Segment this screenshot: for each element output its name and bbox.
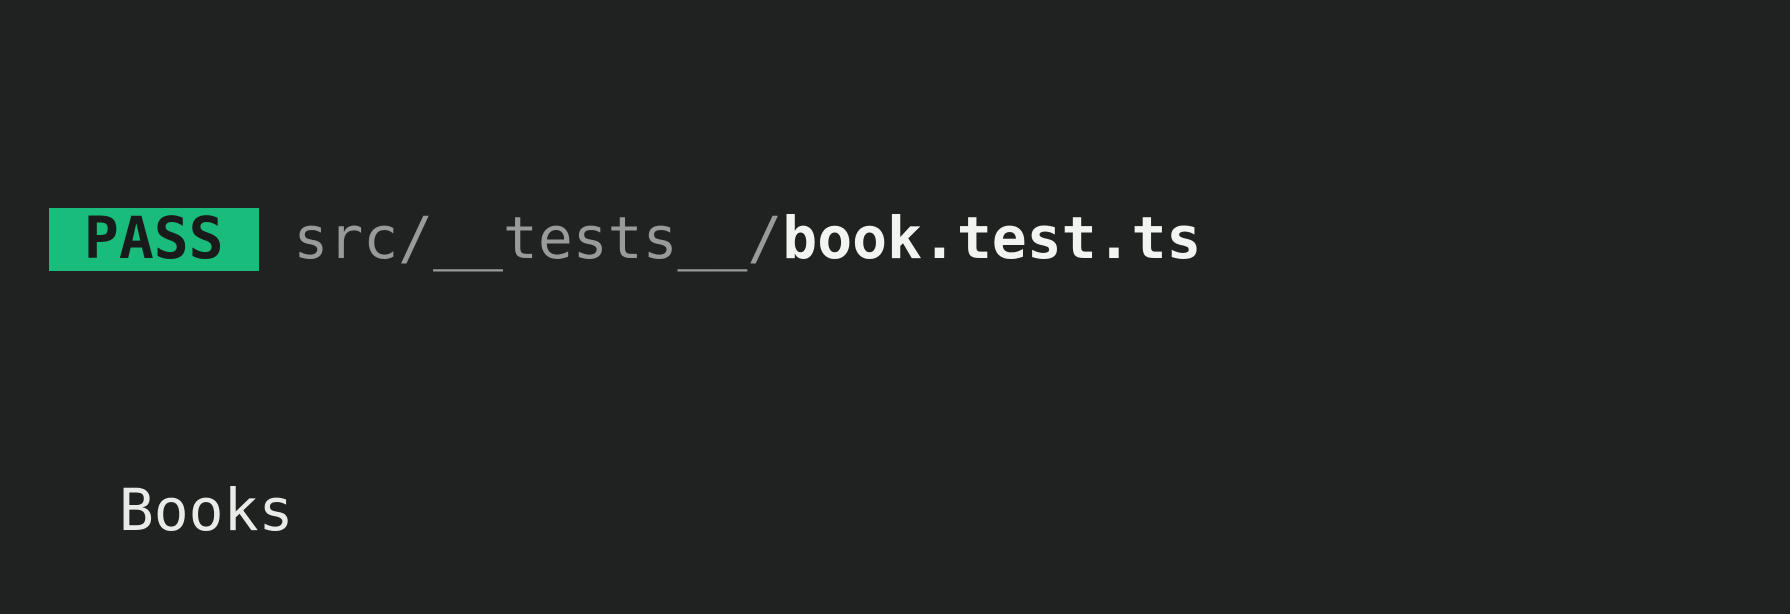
test-file-dir: src/__tests__/ bbox=[293, 204, 783, 272]
describe-block-line: Books bbox=[49, 476, 1790, 544]
pass-status-badge: PASS bbox=[49, 208, 259, 271]
suite-name: Books bbox=[118, 476, 294, 544]
suite-header-line: PASS src/__tests__/book.test.ts bbox=[49, 204, 1790, 272]
test-file-name: book.test.ts bbox=[782, 204, 1202, 272]
